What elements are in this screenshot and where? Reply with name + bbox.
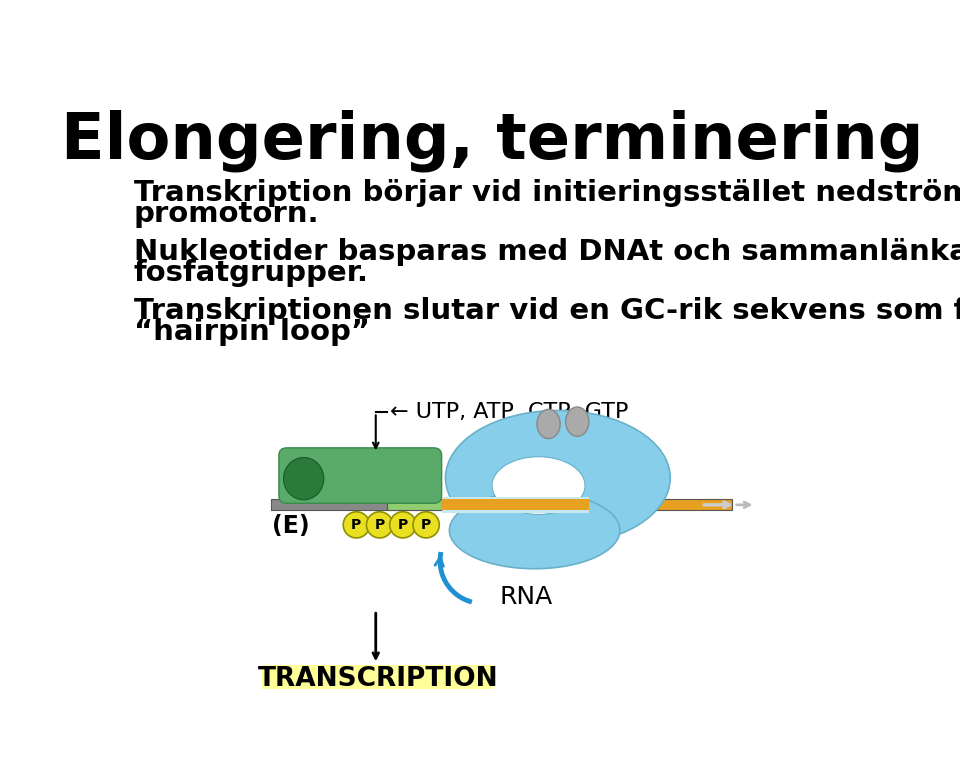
Text: Elongering, terminering: Elongering, terminering (60, 109, 924, 172)
Text: P: P (397, 518, 408, 532)
Bar (388, 499, 442, 510)
Bar (442, 499, 732, 510)
Circle shape (344, 512, 370, 538)
Bar (442, 497, 588, 512)
FancyBboxPatch shape (278, 448, 442, 503)
Text: ← UTP, ATP, CTP, GTP: ← UTP, ATP, CTP, GTP (390, 402, 628, 423)
Circle shape (390, 512, 416, 538)
Text: P: P (374, 518, 385, 532)
Ellipse shape (449, 491, 620, 569)
Text: promotorn.: promotorn. (134, 200, 320, 228)
Text: P: P (351, 518, 362, 532)
Text: (E): (E) (272, 515, 309, 539)
Ellipse shape (565, 407, 588, 437)
Circle shape (413, 512, 440, 538)
FancyBboxPatch shape (262, 665, 493, 693)
Circle shape (367, 512, 393, 538)
Ellipse shape (445, 410, 670, 545)
Text: “hairpin loop”: “hairpin loop” (134, 317, 370, 345)
Bar (442, 499, 588, 510)
Text: Transkriptionen slutar vid en GC-rik sekvens som formar: Transkriptionen slutar vid en GC-rik sek… (134, 296, 960, 325)
Ellipse shape (537, 409, 561, 439)
Ellipse shape (492, 457, 585, 515)
Text: P: P (421, 518, 431, 532)
Text: TRANSCRIPTION: TRANSCRIPTION (257, 666, 498, 692)
Text: fosfatgrupper.: fosfatgrupper. (134, 259, 369, 287)
Text: RNA: RNA (500, 585, 553, 609)
Text: Transkription börjar vid initieringsstället nedströms om: Transkription börjar vid initieringsstäl… (134, 179, 960, 207)
Bar (271, 499, 442, 510)
Text: Nukleotider basparas med DNAt och sammanlänkas med: Nukleotider basparas med DNAt och samman… (134, 238, 960, 266)
Ellipse shape (283, 457, 324, 500)
